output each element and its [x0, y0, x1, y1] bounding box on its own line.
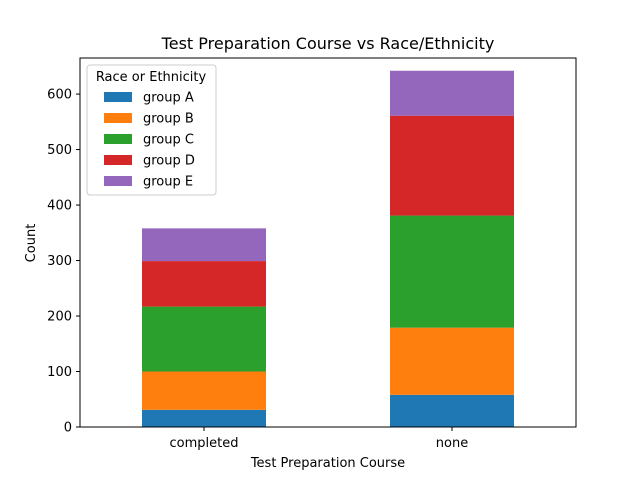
y-tick-label: 300: [47, 254, 72, 269]
x-tick-label: none: [436, 436, 468, 451]
legend-swatch: [104, 176, 132, 186]
y-tick-label: 500: [47, 143, 72, 158]
y-tick-label: 0: [64, 421, 72, 436]
bar-none-group-D: [390, 115, 514, 216]
legend-swatch: [104, 134, 132, 144]
legend-swatch: [104, 92, 132, 102]
y-tick-label: 200: [47, 310, 72, 325]
bar-none-group-C: [390, 215, 514, 328]
bar-completed-group-B: [142, 371, 266, 410]
y-tick-label: 400: [47, 199, 72, 214]
legend-swatch: [104, 155, 132, 165]
bar-completed-group-C: [142, 306, 266, 372]
bars-layer: [142, 70, 514, 427]
x-tick-label: completed: [170, 436, 239, 451]
y-axis-label: Count: [24, 224, 39, 263]
legend-swatch: [104, 113, 132, 123]
legend-title: Race or Ethnicity: [96, 70, 207, 85]
bar-none-group-E: [390, 70, 514, 116]
bar-completed-group-D: [142, 261, 266, 307]
legend-label: group C: [143, 133, 194, 148]
y-tick-label: 600: [47, 88, 72, 103]
bar-completed-group-E: [142, 228, 266, 262]
legend-label: group D: [143, 154, 195, 169]
chart-title: Test Preparation Course vs Race/Ethnicit…: [161, 34, 495, 53]
x-axis-label: Test Preparation Course: [250, 456, 405, 471]
legend-label: group E: [143, 175, 193, 190]
legend-items: group A group B group C group D group E: [104, 91, 195, 190]
bar-none-group-B: [390, 327, 514, 395]
y-axis: 0 100 200 300 400 500 600: [47, 88, 80, 436]
legend-label: group A: [143, 91, 194, 106]
plot-area-frame: [79, 57, 577, 428]
y-tick-label: 100: [47, 365, 72, 380]
bar-completed-group-A: [142, 409, 266, 427]
bar-none-group-A: [390, 394, 514, 427]
legend-label: group B: [143, 112, 194, 127]
x-axis: completed none: [170, 427, 468, 451]
